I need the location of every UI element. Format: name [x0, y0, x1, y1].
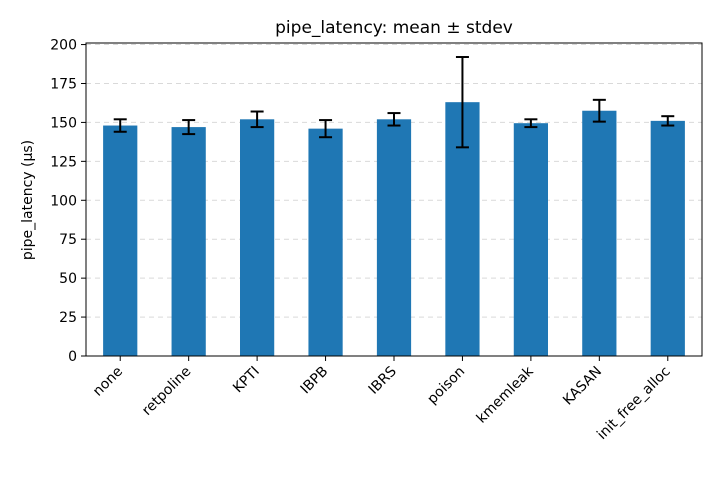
error-bar-poison	[455, 56, 469, 149]
y-tick-label: 75	[59, 232, 77, 248]
bar-kmemleak	[513, 123, 548, 356]
x-tick-label: none	[90, 364, 126, 400]
error-bars	[113, 56, 675, 149]
bar-KASAN	[582, 110, 617, 357]
error-bar-init_free_alloc	[661, 115, 675, 127]
y-tick-label: 175	[50, 76, 77, 92]
bar-retpoline	[171, 127, 206, 356]
y-tick-label: 25	[59, 310, 77, 326]
error-bar-IBRS	[387, 112, 401, 127]
x-tick-label: IBPB	[298, 364, 332, 398]
error-bar-IBPB	[319, 119, 333, 139]
x-tick-label: poison	[424, 364, 468, 408]
y-tick-label: 100	[50, 193, 77, 209]
x-tick-label: kmemleak	[474, 363, 538, 427]
bar-init_free_alloc	[650, 120, 685, 357]
x-tick-label: IBRS	[366, 363, 400, 397]
error-bar-KASAN	[592, 98, 606, 123]
bar-KPTI	[240, 119, 275, 356]
y-tick-label: 0	[68, 349, 77, 365]
chart-title: pipe_latency: mean ± stdev	[275, 18, 513, 38]
bar-IBPB	[308, 128, 343, 356]
error-bar-KPTI	[250, 110, 264, 129]
y-tick-label: 50	[59, 271, 77, 287]
error-bar-kmemleak	[524, 118, 538, 129]
y-axis-ticks: 0 25 50 75 100 125 150 175 200	[50, 38, 86, 365]
x-tick-label: KPTI	[230, 364, 263, 397]
bar-IBRS	[376, 119, 412, 356]
x-tick-label: init_free_alloc	[594, 364, 673, 443]
bar-none	[103, 125, 138, 356]
x-tick-label: KASAN	[560, 364, 605, 409]
x-tick-label: retpoline	[139, 364, 194, 419]
y-tick-label: 200	[50, 38, 77, 54]
x-axis-ticks: none retpoline KPTI IBPB IBRS poison kmemleak K…	[90, 356, 674, 443]
y-tick-label: 150	[50, 115, 77, 131]
error-bar-none	[113, 118, 127, 133]
error-bar-retpoline	[182, 119, 196, 136]
y-axis-label: pipe_latency (µs)	[20, 140, 36, 260]
y-tick-label: 125	[50, 154, 77, 170]
bars	[103, 102, 685, 357]
